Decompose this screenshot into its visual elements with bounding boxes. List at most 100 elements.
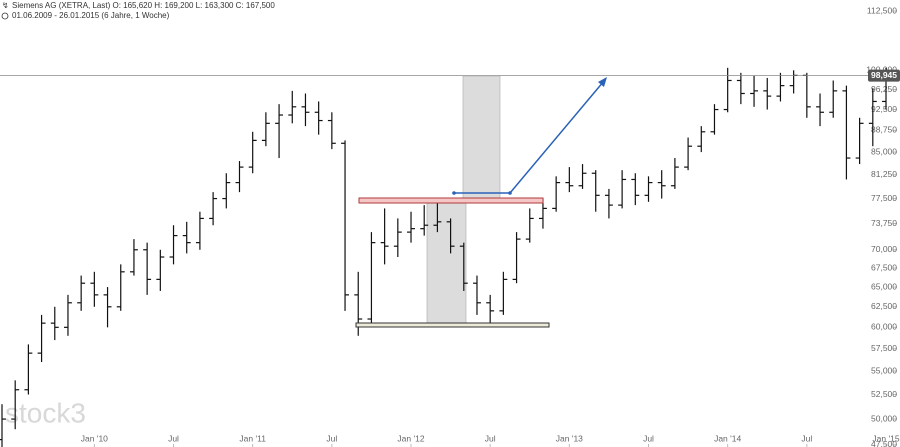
x-tick-label: Jan '10 [81,433,108,443]
x-tick-label: Jul [168,433,179,443]
ohlc-bar [433,201,442,233]
last-price-box [868,69,900,82]
y-tick-label: 73,750 [871,218,897,228]
ohlc-bar [618,170,627,209]
ohlc-bar [64,294,72,336]
ohlc-bar [129,239,138,276]
last-price-label: 98,945 [871,70,897,80]
icon: ↯ [2,1,9,10]
ohlc-bar [24,344,33,395]
y-tick-label: 77,500 [871,193,897,203]
x-tick-label: Jul [801,433,812,443]
ohlc-bar [776,72,785,102]
y-tick-label: 85,000 [871,146,897,156]
y-tick-label: 92,500 [871,104,897,114]
ohlc-bar [314,101,323,135]
ohlc-bar [235,161,244,193]
x-tick-label: Jul [485,433,496,443]
ohlc-bar [90,271,99,307]
ohlc-bar [393,218,402,258]
ohlc-bar [499,271,508,315]
y-tick-label: 100,000 [866,65,897,75]
ohlc-bar [103,287,112,328]
watermark: stock3 [5,397,86,428]
ohlc-bar [552,176,561,212]
x-tick-label: Jan '15 [872,433,899,443]
ohlc-bar [631,173,640,206]
ohlc-bar [37,314,46,363]
ohlc-bar [195,211,204,250]
ohlc-bar [288,90,297,124]
ohlc-bar [829,80,838,118]
ohlc-bar [697,126,706,153]
ohlc-bar [670,158,679,189]
highlight-band [462,75,501,201]
y-tick-label: 47,500 [871,439,897,447]
ohlc-bar [842,85,851,180]
ohlc-bar [644,176,653,202]
y-tick-label: 60,000 [871,322,897,332]
ohlc-bar [565,167,574,193]
ohlc-bar [222,173,231,209]
ohlc-bar [525,208,534,243]
y-tick-label: 50,000 [871,413,897,423]
ohlc-bar [209,192,218,226]
ohlc-bar [750,75,759,107]
x-tick-label: Jan '14 [714,433,741,443]
ohlc-bar [261,112,270,147]
ohlc-bar [710,104,719,135]
ohlc-bar [816,93,824,127]
x-tick-label: Jul [643,433,654,443]
ohlc-bar [868,88,877,147]
ohlc-bar [578,164,587,189]
annotations [355,77,607,328]
support-zone [355,322,550,328]
ohlc-bar [327,112,336,150]
ohlc-bar [459,242,468,291]
y-tick-label: 96,250 [871,84,897,94]
ohlc-bar [275,104,284,159]
clock-icon [1,12,9,20]
ohlc-bar [380,208,389,265]
ohlc-bar [473,275,481,315]
ohlc-bar [50,306,59,341]
x-tick-label: Jan '11 [239,433,266,443]
ohlc-bar [420,205,429,236]
ohlc-bar [446,218,455,254]
ohlc-bar [512,232,521,284]
x-tick-label: Jul [326,433,337,443]
ohlc-bar [11,380,20,430]
highlight-band [426,199,467,326]
ohlc-bar [684,137,693,171]
arrow-knot [508,191,512,195]
arrow-start [452,191,456,195]
ohlc-bar [248,131,257,174]
ohlc-bar [341,140,350,311]
ohlc-bar [367,232,376,324]
x-tick-label: Jan '13 [556,433,583,443]
arrow-head [598,77,607,87]
y-tick-label: 81,250 [871,169,897,179]
ohlc-bar [486,294,495,324]
ohlc-bar [736,72,745,105]
y-tick-label: 70,000 [871,244,897,254]
resistance-zone [358,197,544,204]
ohlc-bar [723,67,732,113]
y-tick-label: 62,500 [871,301,897,311]
ohlc-bar [116,264,125,311]
x-tick-label: Jan '12 [397,433,424,443]
ohlc-bar [77,275,86,311]
chart-title: Siemens AG (XETRA, Last) O: 165,620 H: 1… [12,1,275,10]
ohlc-bar [143,242,152,295]
ohlc-bar [763,77,772,110]
ohlc-bar [301,93,310,127]
y-tick-label: 52,500 [871,389,897,399]
ohlc-bar [604,188,613,219]
y-tick-label: 112,500 [867,5,897,15]
ohlc-bar [591,170,600,212]
ohlc-bar [538,198,547,229]
y-tick-label: 88,750 [871,125,897,135]
y-tick-label: 67,500 [871,262,897,272]
ohlc-bar [657,170,666,199]
